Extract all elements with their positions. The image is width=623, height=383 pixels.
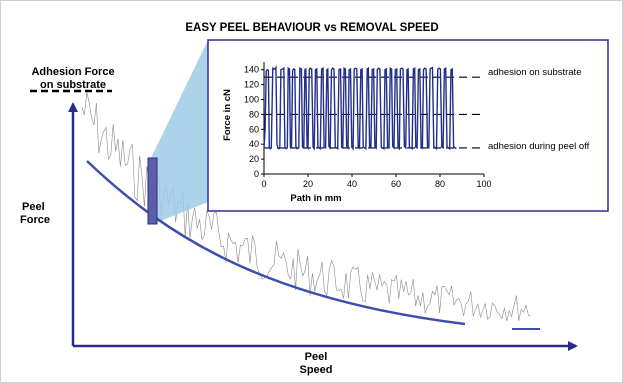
adhesion-force-label-line1: Adhesion Force <box>31 66 114 78</box>
annotation-peel-off: adhesion during peel off <box>488 141 590 152</box>
inset-x-tick-label: 0 <box>261 179 266 189</box>
adhesion-force-label-line2: on substrate <box>40 79 106 91</box>
callout-wedge <box>150 40 208 222</box>
inset-y-tick-label: 0 <box>254 169 259 179</box>
inset-y-tick-label: 20 <box>249 154 259 164</box>
inset-panel: 0 20 40 60 80 100 120 140 0 20 40 60 80 100 Path in m… <box>207 39 609 212</box>
inset-y-tick-label: 40 <box>249 139 259 149</box>
diagram-title: EASY PEEL BEHAVIOUR vs REMOVAL SPEED <box>185 22 438 34</box>
inset-y-tick-label: 80 <box>249 109 259 119</box>
annotation-substrate: adhesion on substrate <box>488 67 581 78</box>
inset-y-tick-label: 60 <box>249 124 259 134</box>
peel-force-label-line1: Peel <box>22 201 45 213</box>
peel-speed-label-line1: Peel <box>305 351 328 363</box>
inset-y-tick-label: 120 <box>244 80 259 90</box>
inset-x-tick-label: 20 <box>303 179 313 189</box>
inset-xlabel: Path in mm <box>290 193 341 204</box>
inset-x-tick-label: 80 <box>435 179 445 189</box>
inset-y-tick-label: 100 <box>244 95 259 105</box>
inset-x-tick-label: 40 <box>347 179 357 189</box>
inset-y-tick-label: 140 <box>244 65 259 75</box>
inset-x-tick-label: 60 <box>391 179 401 189</box>
decay-curve <box>86 160 466 326</box>
inset-ylabel: Force in cN <box>222 89 233 141</box>
peel-speed-label-line2: Speed <box>299 364 332 376</box>
peel-force-label-line2: Force <box>20 214 50 226</box>
inset-border <box>207 39 609 212</box>
inset-x-tick-label: 100 <box>476 179 491 189</box>
sample-marker <box>147 157 158 225</box>
inset-force-trace <box>263 65 457 151</box>
inset-plot: 0 20 40 60 80 100 120 140 0 20 40 60 80 100 <box>244 62 492 189</box>
